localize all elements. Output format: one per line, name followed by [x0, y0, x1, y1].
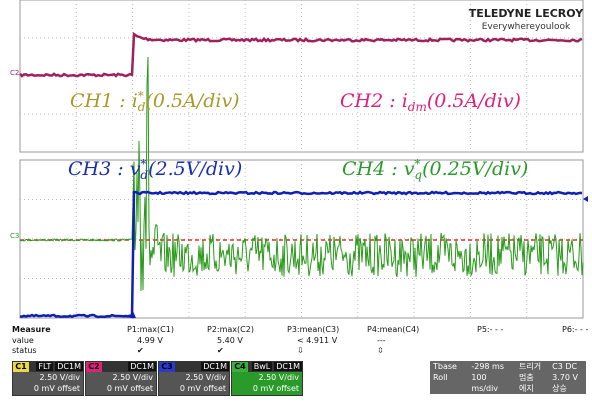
trigger-mode: 멈춤: [519, 372, 546, 383]
annotation: CH4 : v*q(0.25V/div): [342, 157, 528, 182]
channel-scale: 2.50 V/div: [159, 372, 229, 383]
channel-tag: DC1M: [55, 362, 83, 371]
measure-header: Measure: [12, 325, 51, 334]
measure-cell: value: [12, 336, 34, 345]
annotation-suffix: (0.5A/div): [427, 90, 521, 112]
timebase-rate: 100 ms/div: [471, 372, 515, 394]
trigger-title: 트리거: [519, 361, 546, 372]
measure-header: P6:- - -: [562, 325, 588, 334]
measure-header: P3:mean(C3): [287, 325, 339, 334]
timebase-title: Tbase: [433, 361, 465, 372]
measure-cell: ---: [377, 336, 386, 345]
channel-offset: 0 mV offset: [232, 383, 302, 394]
annotation-prefix: CH3 :: [68, 158, 130, 180]
annotation-symbol: v: [130, 158, 141, 180]
level-marker: [583, 196, 588, 202]
annotation: CH1 : i*d(0.5A/div): [70, 89, 240, 114]
channel-tag: DC1M: [128, 362, 156, 371]
timebase-mode: Roll: [433, 372, 465, 394]
measure-cell: ✔: [137, 346, 144, 355]
timebase-delay: -298 ms: [471, 361, 515, 372]
measure-cell: ⇳: [377, 346, 384, 355]
channel-scale: 2.50 V/div: [86, 372, 156, 383]
channel-id: C1: [13, 362, 29, 372]
channel-header: C3 DC1M: [159, 362, 229, 372]
trigger-slope: 상승: [552, 383, 583, 394]
page: TELEDYNE LECROY Everywhereyoulook C2 C3 …: [0, 0, 592, 396]
measure-header: P4:mean(C4): [367, 325, 419, 334]
trigger-level: 3.70 V: [552, 372, 583, 383]
magenta-trace: [20, 34, 582, 76]
annotation-suffix: (0.25V/div): [422, 158, 528, 180]
channel-tag: DC1M: [274, 362, 302, 371]
channel-header: C2 DC1M: [86, 362, 156, 372]
annotation-symbol: v: [404, 158, 415, 180]
trace-label: C2: [10, 69, 19, 77]
channel-offset: 0 mV offset: [159, 383, 229, 394]
channel-offset: 0 mV offset: [86, 383, 156, 394]
channel-scale: 2.50 V/div: [13, 372, 83, 383]
measure-cell: 5.40 V: [217, 336, 243, 345]
measure-header: P5:- - -: [477, 325, 503, 334]
trace-label: C3: [10, 232, 19, 240]
measure-cell: ✔: [217, 346, 224, 355]
annotation-prefix: CH2 :: [340, 90, 402, 112]
scope-display: TELEDYNE LECROY Everywhereyoulook C2 C3 …: [0, 0, 592, 320]
measure-cell: 4.99 V: [137, 336, 163, 345]
channel-tag: DC1M: [201, 362, 229, 371]
annotation-sub: dm: [408, 100, 427, 114]
channel-tag: BwL: [252, 362, 273, 371]
channel-id: C2: [86, 362, 102, 372]
channel-id: C3: [159, 362, 175, 372]
annotation-prefix: CH1 :: [70, 90, 132, 112]
measure-header: P2:max(C2): [207, 325, 254, 334]
annotation-suffix: (2.5V/div): [148, 158, 242, 180]
annotation: CH3 : v*d(2.5V/div): [68, 157, 242, 182]
measure-header: P1:max(C1): [127, 325, 174, 334]
annotation: CH2 : idm(0.5A/div): [340, 90, 521, 114]
channel-id: C4: [232, 362, 248, 372]
channel-scale: 2.50 V/div: [232, 372, 302, 383]
measure-cell: status: [12, 346, 37, 355]
trigger-type: 에지: [519, 383, 546, 394]
annotation-suffix: (0.5A/div): [145, 90, 239, 112]
measure-cell: < 4.911 V: [297, 336, 337, 345]
trigger-source: C3 DC: [552, 361, 583, 372]
channel-offset: 0 mV offset: [13, 383, 83, 394]
measure-cell: ⇩: [297, 346, 304, 355]
logo-brand: TELEDYNE LECROY: [469, 7, 584, 20]
trigger-box: 트리거 C3 DC 멈춤 3.70 V 에지 상승: [516, 361, 586, 394]
annotation-prefix: CH4 :: [342, 158, 404, 180]
channel-tag: FLT: [36, 362, 53, 371]
logo-tagline: Everywhereyoulook: [482, 22, 571, 32]
